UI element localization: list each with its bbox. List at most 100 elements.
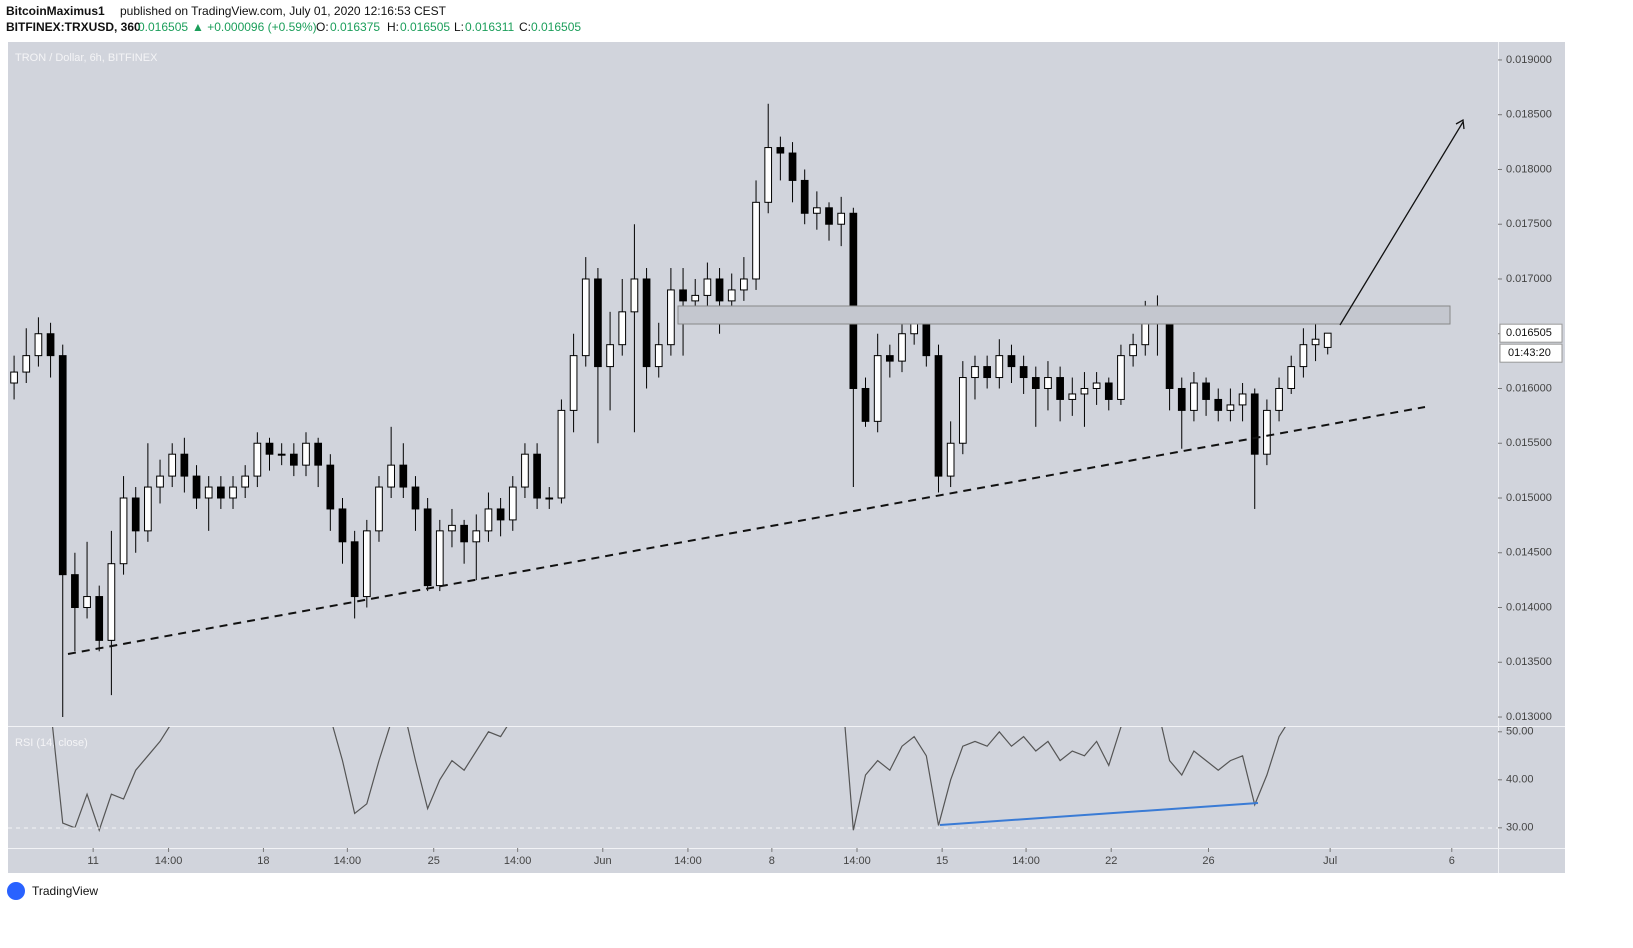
candle-body: [131, 497, 140, 532]
chart-background: [8, 42, 1565, 873]
y-tick-label: 0.018000: [1506, 163, 1552, 175]
candle-body: [521, 453, 529, 488]
candle-body: [180, 453, 189, 477]
candle-body: [326, 464, 335, 510]
h-value: 0.016505: [400, 20, 450, 34]
candle-body: [107, 563, 116, 641]
y-tick-label: 0.019000: [1506, 54, 1552, 66]
candle-body: [581, 278, 590, 357]
candle-body: [448, 524, 456, 532]
candle-body: [1104, 382, 1113, 400]
candle-body: [569, 355, 578, 411]
candle-body: [253, 442, 262, 477]
x-tick-label: 14:00: [674, 855, 702, 867]
candle-body: [898, 333, 906, 362]
x-tick-label: 14:00: [843, 855, 871, 867]
rsi-line: [51, 727, 1286, 833]
candle-body: [727, 289, 736, 302]
candle-body: [1299, 344, 1308, 368]
candle-body: [934, 355, 943, 477]
drawings: [8, 118, 1498, 829]
o-value: 0.016375: [330, 20, 380, 34]
candle-body: [423, 508, 432, 587]
x-tick-label: 22: [1105, 855, 1117, 867]
candle-body: [788, 152, 797, 181]
candle-body: [496, 508, 505, 521]
candle-body: [277, 453, 286, 456]
candle-body: [350, 541, 359, 598]
candle-body: [1117, 355, 1125, 400]
last-price: 0.016505: [138, 20, 188, 34]
c-label: C:: [519, 20, 531, 34]
l-label: L:: [454, 20, 464, 34]
candle-body: [995, 355, 1004, 379]
candle-body: [825, 207, 833, 225]
countdown-tag: [1499, 343, 1563, 363]
arrow-head: [1455, 118, 1465, 130]
candle-body: [411, 486, 420, 510]
rsi-tick-label: 30.00: [1506, 822, 1534, 834]
candle-body: [800, 179, 809, 214]
candle-body: [484, 508, 493, 532]
candle-body: [679, 289, 687, 302]
x-tick-label: 11: [87, 855, 98, 867]
candle-body: [338, 508, 347, 543]
candle-body: [752, 201, 760, 280]
candle-body: [885, 355, 894, 362]
candle-body: [1190, 382, 1198, 411]
candle-body: [204, 486, 213, 499]
legend-title: TRON / Dollar, 6h, BITFINEX: [15, 52, 158, 64]
candle-body: [1080, 387, 1089, 395]
candle-body: [95, 596, 104, 641]
candle-body: [217, 486, 225, 499]
y-tick-label: 0.014500: [1506, 547, 1552, 559]
candle-body: [691, 294, 700, 302]
candle-body: [387, 464, 395, 488]
candle-body: [1092, 382, 1101, 389]
candle-body: [58, 355, 67, 576]
candle-body: [618, 311, 627, 346]
candle-body: [873, 355, 882, 422]
candle-body: [34, 333, 43, 357]
candle-body: [1056, 377, 1064, 400]
candle-body: [983, 366, 991, 379]
y-tick-label: 0.015500: [1506, 437, 1552, 449]
x-tick-label: 15: [936, 855, 948, 867]
candle-body: [435, 530, 444, 587]
divergence-line: [939, 802, 1259, 826]
candle-body: [156, 475, 164, 488]
candle-body: [22, 355, 31, 373]
o-label: O:: [316, 20, 329, 34]
candle-body: [703, 278, 712, 296]
candle-body: [606, 344, 614, 368]
candle-body: [1177, 387, 1186, 411]
candle-body: [289, 453, 298, 466]
candle-body: [1007, 355, 1016, 368]
candle-body: [1275, 387, 1283, 411]
price-tag: [1499, 323, 1563, 343]
y-tick-label: 0.015000: [1506, 492, 1552, 504]
x-tick-label: 26: [1202, 855, 1214, 867]
y-tick-label: 0.016000: [1506, 382, 1552, 394]
candle-body: [460, 524, 468, 543]
candle-body: [1129, 344, 1137, 357]
candle-body: [1202, 382, 1210, 400]
support-trendline: [67, 406, 1426, 655]
candle-body: [594, 278, 602, 368]
candle-body: [545, 497, 554, 500]
x-tick-label: 14:00: [334, 855, 362, 867]
candle-body: [192, 475, 201, 499]
y-tick-label: 0.017000: [1506, 273, 1552, 285]
rsi-pane: [51, 727, 1286, 833]
rsi-tick-label: 50.00: [1506, 726, 1534, 738]
candle-body: [946, 442, 955, 477]
y-tick-label: 0.013000: [1506, 711, 1552, 723]
candle-body: [764, 147, 773, 203]
candle-body: [241, 475, 250, 488]
candle-body: [265, 442, 274, 455]
y-tick-label: 0.013500: [1506, 656, 1552, 668]
candle-body: [1250, 393, 1259, 455]
candle-body: [1068, 393, 1077, 400]
rsi-tick-label: 40.00: [1506, 774, 1534, 786]
y-tick-label: 0.014000: [1506, 601, 1552, 613]
